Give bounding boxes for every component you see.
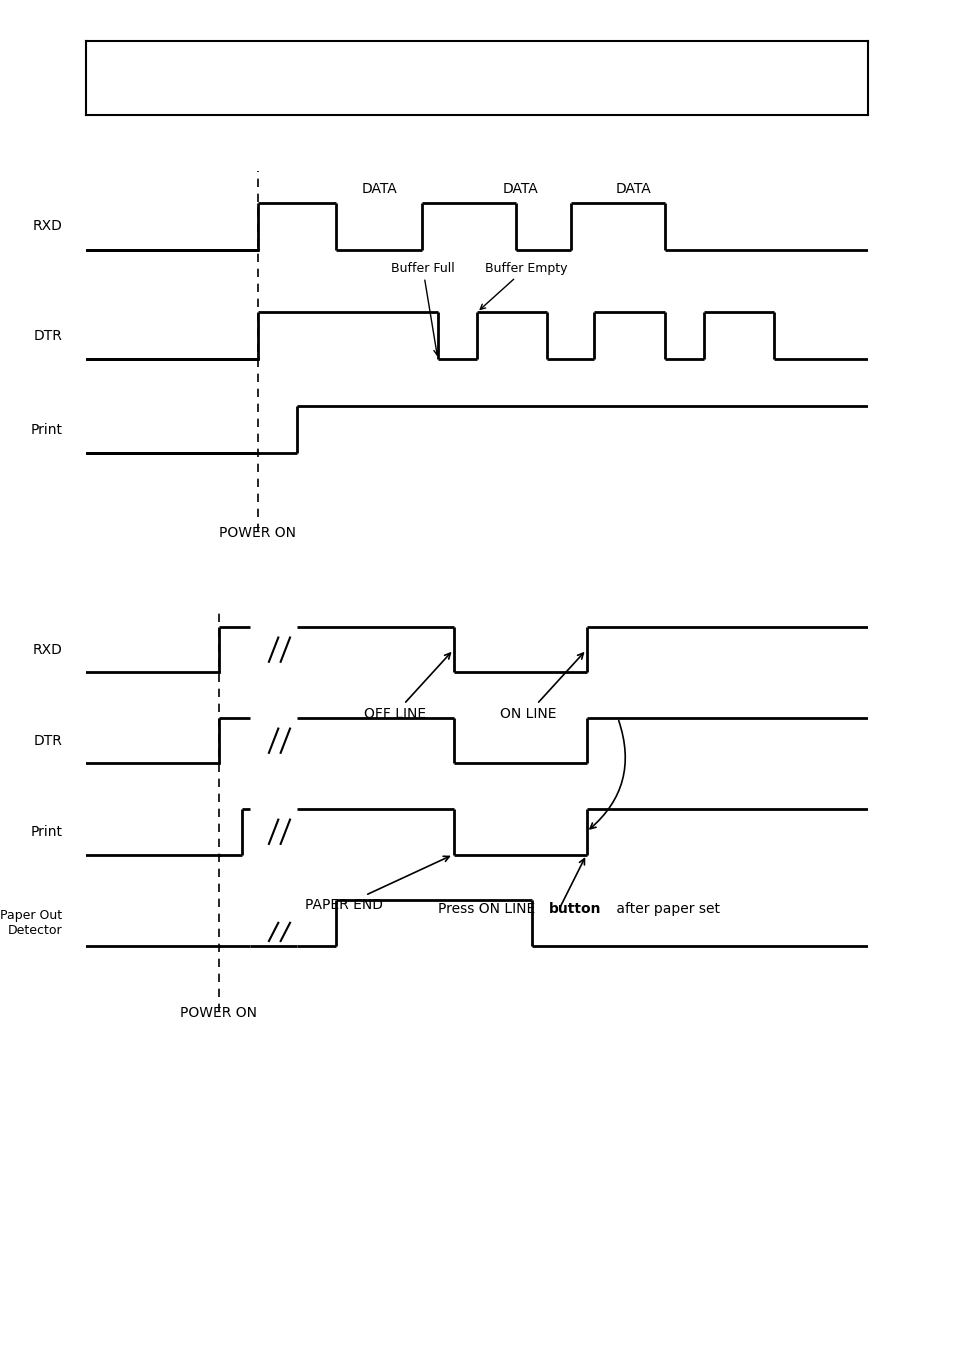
Text: button: button bbox=[548, 902, 600, 917]
Text: Paper Out
Detector: Paper Out Detector bbox=[0, 909, 62, 937]
Text: RXD: RXD bbox=[32, 642, 62, 657]
Text: DTR: DTR bbox=[33, 734, 62, 748]
Text: after paper set: after paper set bbox=[612, 902, 720, 917]
Text: RXD: RXD bbox=[32, 219, 62, 233]
Text: DATA: DATA bbox=[615, 183, 651, 196]
Text: Press ON LINE: Press ON LINE bbox=[437, 902, 539, 917]
Text: DATA: DATA bbox=[501, 183, 537, 196]
Text: OFF LINE: OFF LINE bbox=[363, 653, 450, 721]
Text: Print: Print bbox=[30, 423, 62, 437]
Text: DTR: DTR bbox=[33, 329, 62, 343]
Text: POWER ON: POWER ON bbox=[219, 526, 296, 539]
Text: Buffer Full: Buffer Full bbox=[391, 261, 455, 356]
Text: POWER ON: POWER ON bbox=[180, 1006, 257, 1021]
Text: Print: Print bbox=[30, 825, 62, 838]
Text: PAPER END: PAPER END bbox=[305, 856, 449, 913]
Text: Buffer Empty: Buffer Empty bbox=[479, 261, 567, 310]
Text: ON LINE: ON LINE bbox=[499, 653, 583, 721]
Text: DATA: DATA bbox=[361, 183, 396, 196]
